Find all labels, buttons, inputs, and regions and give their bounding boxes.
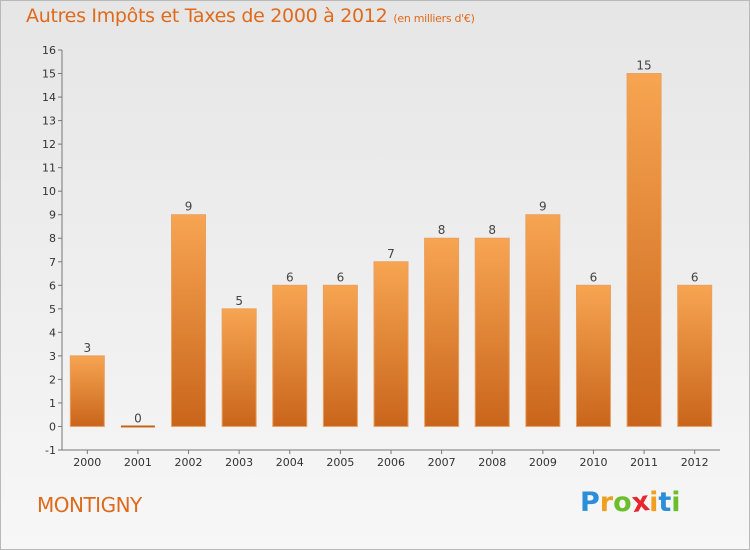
- bar-value-label: 9: [539, 200, 547, 214]
- y-tick-label: 5: [49, 303, 56, 316]
- logo-letter: x: [629, 485, 652, 520]
- bar: [221, 308, 257, 427]
- bar: [171, 214, 207, 427]
- bar: [424, 237, 460, 427]
- logo-letter: P: [580, 487, 600, 518]
- y-tick-label: 12: [42, 138, 56, 151]
- chart-subtitle: (en milliers d'€): [393, 12, 475, 25]
- bar-value-label: 8: [438, 223, 446, 237]
- y-tick-label: 3: [49, 350, 56, 363]
- chart-title: Autres Impôts et Taxes de 2000 à 2012 (en…: [26, 5, 475, 27]
- bar-value-label: 6: [337, 270, 345, 284]
- bar-value-label: 6: [590, 270, 598, 284]
- x-tick-label: 2000: [73, 456, 101, 469]
- bar: [626, 73, 662, 427]
- bar: [373, 261, 409, 427]
- y-tick-label: 8: [49, 232, 56, 245]
- bar: [69, 355, 105, 427]
- bar: [120, 425, 155, 428]
- logo-letter: i: [671, 487, 681, 518]
- x-tick-label: 2012: [681, 456, 709, 469]
- x-tick-label: 2005: [326, 456, 354, 469]
- logo-letter: t: [658, 487, 672, 518]
- x-tick-label: 2011: [630, 456, 658, 469]
- y-tick-label: 14: [42, 91, 56, 104]
- bar-value-label: 3: [83, 341, 91, 355]
- bar: [272, 284, 308, 427]
- y-tick-label: 13: [42, 115, 56, 128]
- x-tick-label: 2004: [276, 456, 304, 469]
- bar-value-label: 8: [488, 223, 496, 237]
- x-tick-label: 2001: [124, 456, 152, 469]
- y-tick-label: 6: [49, 279, 56, 292]
- y-tick-label: 16: [42, 44, 56, 57]
- y-tick-label: 10: [42, 185, 56, 198]
- bar-value-label: 0: [134, 411, 142, 425]
- bar: [474, 237, 510, 427]
- x-tick-label: 2006: [377, 456, 405, 469]
- y-tick-label: 11: [42, 162, 56, 175]
- logo-letter: i: [649, 487, 659, 518]
- y-tick-label: 0: [49, 420, 56, 433]
- y-tick-label: 7: [49, 256, 56, 269]
- x-tick-label: 2008: [478, 456, 506, 469]
- x-tick-label: 2007: [428, 456, 456, 469]
- logo-letter: r: [599, 487, 614, 518]
- x-tick-label: 2010: [579, 456, 607, 469]
- y-tick-label: 1: [49, 397, 56, 410]
- bar-value-label: 15: [636, 59, 651, 73]
- bar-value-label: 9: [185, 200, 193, 214]
- y-tick-label: -1: [45, 444, 56, 457]
- bar-value-label: 7: [387, 247, 395, 261]
- y-tick-label: 9: [49, 209, 56, 222]
- chart-title-text: Autres Impôts et Taxes de 2000 à 2012: [26, 5, 388, 27]
- x-tick-label: 2009: [529, 456, 557, 469]
- y-tick-label: 2: [49, 373, 56, 386]
- bar: [575, 284, 611, 427]
- x-tick-label: 2003: [225, 456, 253, 469]
- town-name: MONTIGNY: [37, 493, 142, 517]
- bar-value-label: 6: [286, 270, 294, 284]
- bar: [322, 284, 358, 427]
- y-tick-label: 4: [49, 326, 56, 339]
- bar: [677, 284, 713, 427]
- bar-value-label: 5: [235, 294, 243, 308]
- logo-letter: o: [613, 487, 632, 518]
- bar: [525, 214, 561, 427]
- proxiti-logo: Proxiti: [580, 485, 681, 520]
- x-tick-label: 2002: [175, 456, 203, 469]
- y-tick-label: 15: [42, 68, 56, 81]
- bar-value-label: 6: [691, 270, 699, 284]
